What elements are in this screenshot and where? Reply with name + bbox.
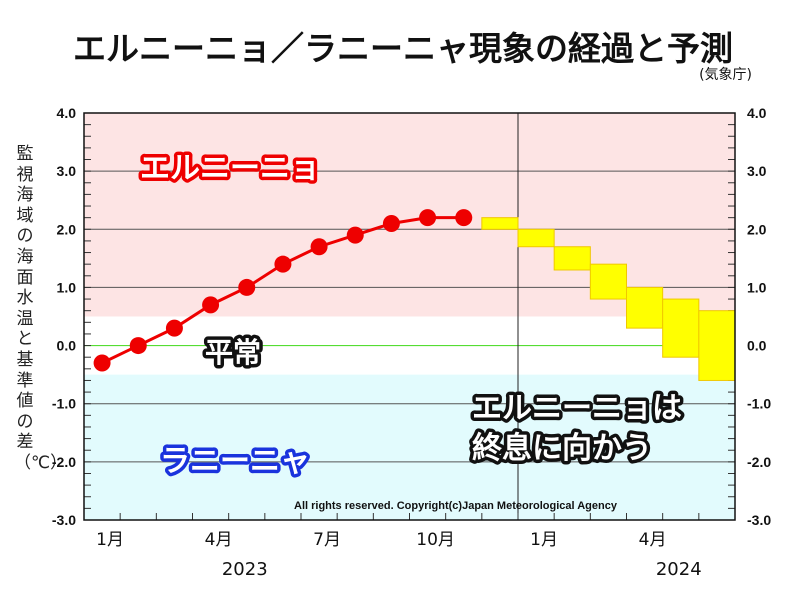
- observed-point: [238, 278, 256, 296]
- observed-point: [202, 296, 220, 314]
- x-tick-label: 7月: [313, 530, 341, 550]
- observed-point: [455, 209, 473, 227]
- band-el-ni-o: [84, 113, 735, 317]
- x-tick-label: 1月: [96, 530, 124, 550]
- y-tick-label-left: 1.0: [57, 279, 77, 295]
- forecast-range-box: [662, 298, 700, 358]
- y-tick-label-left: 2.0: [57, 221, 77, 237]
- la-nina-band-label: ラニーニャ: [160, 444, 310, 479]
- forecast-annotation-line: エルニーニョは: [472, 391, 682, 426]
- forecast-range-box: [626, 286, 664, 329]
- x-tick-label: 4月: [205, 530, 233, 550]
- y-tick-label-right: 0.0: [747, 338, 767, 354]
- observed-point: [165, 319, 183, 337]
- forecast-range-box: [698, 310, 736, 381]
- observed-point: [310, 238, 328, 256]
- year-label: 2024: [656, 559, 702, 580]
- plot-frame: [83, 112, 736, 521]
- observed-point: [382, 214, 400, 232]
- y-tick-label-right: -1.0: [747, 396, 771, 412]
- y-tick-label-right: 2.0: [747, 221, 767, 237]
- y-tick-label-left: 0.0: [57, 338, 77, 354]
- forecast-annotation-line: 終息に向かう: [472, 431, 652, 466]
- y-tick-label-left: 4.0: [57, 105, 77, 121]
- band-la-ni-a: [84, 374, 735, 520]
- y-tick-label-right: 3.0: [747, 163, 767, 179]
- observed-point: [129, 337, 147, 355]
- y-tick-label-right: -3.0: [747, 512, 771, 528]
- x-tick-label: 4月: [639, 530, 667, 550]
- normal-band-label: 平常: [205, 336, 261, 369]
- y-tick-label-left: -2.0: [52, 454, 76, 470]
- observed-point: [274, 255, 292, 273]
- y-tick-label-right: 4.0: [747, 105, 767, 121]
- observed-point: [93, 354, 111, 372]
- forecast-range-box: [553, 246, 591, 271]
- observed-point: [346, 226, 364, 244]
- forecast-range-box: [481, 217, 519, 230]
- y-tick-label-left: -1.0: [52, 396, 76, 412]
- y-tick-label-right: -2.0: [747, 454, 771, 470]
- chart-title: エルニーニョ／ラニーニャ現象の経過と予測: [73, 29, 733, 68]
- x-tick-label: 1月: [530, 530, 558, 550]
- observed-point: [419, 209, 437, 227]
- el-nino-band-label: エルニーニョ: [140, 151, 320, 186]
- y-tick-label-left: 3.0: [57, 163, 77, 179]
- source-label: (気象庁): [699, 67, 752, 83]
- y-tick-label-left: -3.0: [52, 512, 76, 528]
- x-tick-label: 10月: [416, 530, 455, 550]
- year-label: 2023: [222, 559, 268, 580]
- y-tick-label-right: 1.0: [747, 279, 767, 295]
- forecast-range-box: [589, 263, 627, 300]
- forecast-range-box: [517, 228, 555, 248]
- copyright-text: All rights reserved. Copyright(c)Japan M…: [294, 500, 618, 512]
